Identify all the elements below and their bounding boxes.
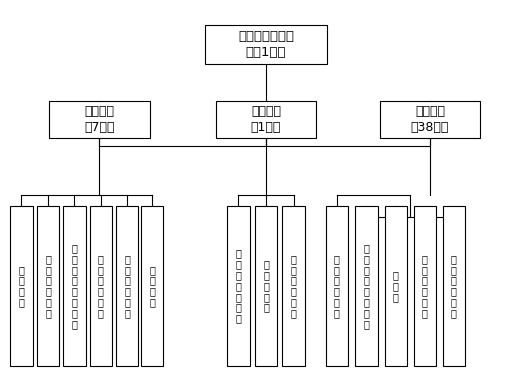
Text: 显馈终端
（38台）: 显馈终端 （38台） [411,105,449,134]
Text: 采集终端
（7台）: 采集终端 （7台） [84,105,114,134]
Text: 服务器和交换机
（各1台）: 服务器和交换机 （各1台） [238,30,294,59]
FancyBboxPatch shape [443,206,465,366]
FancyBboxPatch shape [385,206,407,366]
FancyBboxPatch shape [116,206,138,366]
Text: 部
件
装
配
最
佳
路
径: 部 件 装 配 最 佳 路 径 [363,243,370,329]
FancyBboxPatch shape [11,206,32,366]
Text: 装
配
流
程
数
据: 装 配 流 程 数 据 [124,254,130,318]
Text: 作
业
开
工
勾
选: 作 业 开 工 勾 选 [422,254,428,318]
Text: 加
班
数
据: 加 班 数 据 [19,265,24,307]
Text: 作
业
完
工
勾
选: 作 业 完 工 勾 选 [334,254,340,318]
Text: 甘
特
图: 甘 特 图 [393,270,398,302]
FancyBboxPatch shape [215,101,317,138]
FancyBboxPatch shape [63,206,86,366]
Text: 作
业
人
员
安
排: 作 业 人 员 安 排 [290,254,296,318]
FancyBboxPatch shape [90,206,112,366]
Text: 修
改
密
码
表
类
型: 修 改 密 码 表 类 型 [236,249,242,324]
Text: 控制终端
（1台）: 控制终端 （1台） [251,105,281,134]
FancyBboxPatch shape [141,206,163,366]
FancyBboxPatch shape [326,206,348,366]
FancyBboxPatch shape [355,206,378,366]
Text: 作
业
异
常
反
馈: 作 业 异 常 反 馈 [451,254,457,318]
Text: 生
产
计
划
数
据: 生 产 计 划 数 据 [45,254,51,318]
FancyBboxPatch shape [414,206,436,366]
FancyBboxPatch shape [37,206,59,366]
FancyBboxPatch shape [227,206,250,366]
FancyBboxPatch shape [255,206,277,366]
FancyBboxPatch shape [282,206,305,366]
FancyBboxPatch shape [49,101,149,138]
Text: 产
品
结
构
数
据: 产 品 结 构 数 据 [98,254,104,318]
FancyBboxPatch shape [205,25,327,64]
Text: 缺
件
补
齐
时
间
数
据: 缺 件 补 齐 时 间 数 据 [71,243,77,329]
Text: 作
业
内
容: 作 业 内 容 [149,265,155,307]
Text: 产
品
优
先
级: 产 品 优 先 级 [263,259,269,313]
FancyBboxPatch shape [380,101,480,138]
